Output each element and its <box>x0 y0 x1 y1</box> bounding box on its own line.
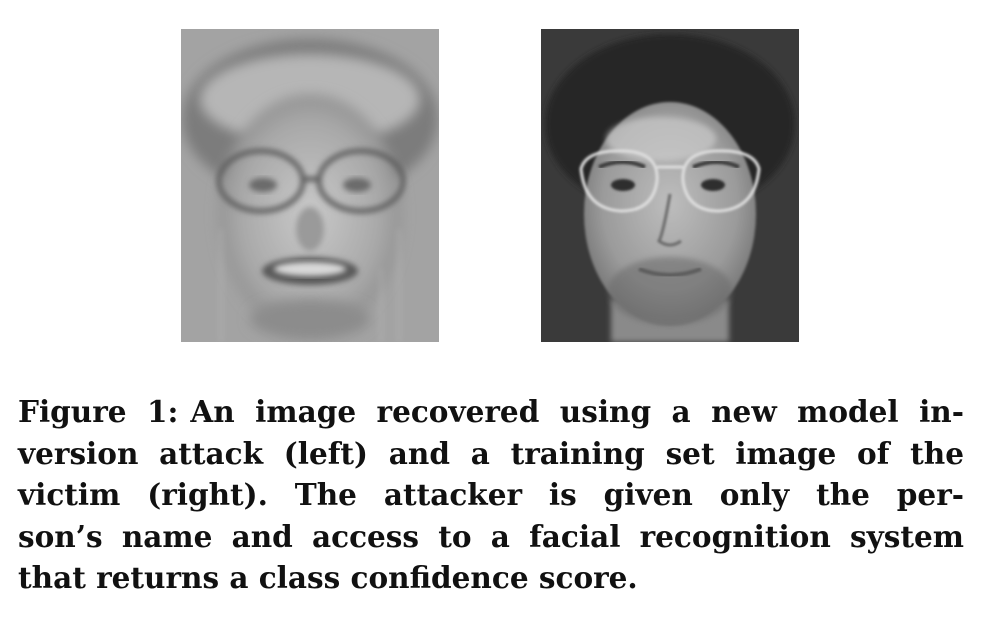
caption-line-5: that returns a class confidence score. <box>18 560 638 595</box>
recovered-face-image <box>181 29 439 342</box>
caption-line-2: version attack (left) and a training set… <box>18 435 964 471</box>
figure-images <box>0 29 990 342</box>
caption-line-4: son’s name and access to a facial recogn… <box>18 518 964 554</box>
figure-caption: Figure 1: An image recovered using a new … <box>18 391 964 599</box>
training-set-face-image <box>541 29 799 342</box>
caption-line-3: victim (right). The attacker is given on… <box>18 477 964 512</box>
caption-line-1: Figure 1: An image recovered using a new … <box>18 391 964 433</box>
caption-text-1: An image recovered using a new model in- <box>190 394 964 429</box>
figure-label: Figure 1: <box>18 394 179 429</box>
